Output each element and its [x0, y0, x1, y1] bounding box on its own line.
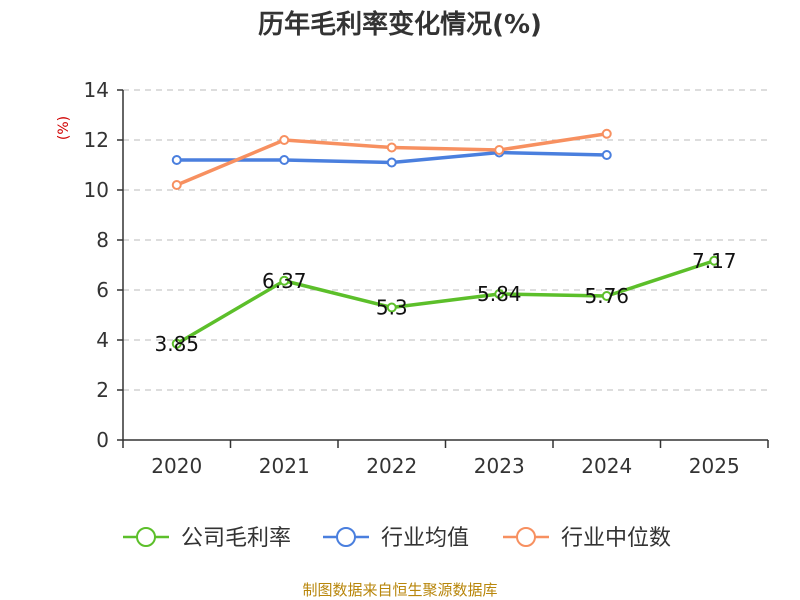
y-tick-label-14: 14 [84, 78, 109, 102]
point-1-2020 [171, 155, 182, 165]
y-tick-label-12: 12 [84, 128, 109, 152]
point-0-2022 [386, 302, 397, 313]
data-label-2021: 6.37 [262, 269, 307, 293]
grid [123, 89, 768, 391]
chart-title: 历年毛利率变化情况(%) [258, 9, 542, 40]
data-label-2020: 3.85 [154, 332, 199, 356]
legend-label-2: 行业中位数 [561, 526, 671, 551]
x-tick-label-2023: 2023 [474, 454, 525, 478]
legend-marker-icon-0 [136, 527, 156, 547]
series-line-0 [175, 259, 716, 346]
legend-item-0[interactable]: 公司毛利率 [123, 526, 291, 551]
legend-item-1[interactable]: 行业均值 [323, 526, 469, 551]
data-source-note: 制图数据来自恒生聚源数据库 [302, 581, 497, 599]
point-1-2024 [601, 150, 612, 160]
legend-label-1: 行业均值 [381, 526, 469, 551]
y-tick-label-2: 2 [96, 378, 109, 402]
point-2-2024 [601, 128, 612, 139]
point-0-2023 [494, 289, 505, 299]
axes: 0 2 4 6 8 10 12 14 2020 2021 2022 2023 2024 2025 [84, 78, 769, 478]
data-label-2024: 5.76 [584, 284, 629, 308]
point-0-2020 [171, 338, 182, 349]
x-tick-label-2025: 2025 [689, 454, 740, 478]
data-label-2025: 7.17 [692, 249, 737, 273]
legend-label-0: 公司毛利率 [181, 526, 291, 551]
x-tick-label-2021: 2021 [259, 454, 310, 478]
point-1-2022 [386, 157, 397, 168]
point-0-2024 [601, 291, 612, 301]
x-tick-label-2020: 2020 [151, 454, 202, 478]
legend-marker-icon-1 [336, 527, 356, 547]
data-label-2022: 5.3 [376, 296, 408, 320]
y-tick-label-0: 0 [96, 428, 109, 452]
x-tick-label-2024: 2024 [581, 454, 632, 478]
legend-item-2[interactable]: 行业中位数 [503, 526, 671, 551]
point-1-2021 [279, 155, 290, 165]
data-label-2023: 5.84 [477, 282, 522, 306]
legend-marker-icon-2 [516, 527, 536, 547]
point-2-2021 [279, 135, 290, 145]
point-2-2023 [494, 145, 505, 155]
y-tick-label-4: 4 [96, 328, 109, 352]
y-tick-label-10: 10 [84, 178, 109, 202]
point-0-2021 [279, 275, 290, 286]
series [171, 128, 720, 349]
y-tick-label-8: 8 [96, 228, 109, 252]
y-axis-label: (%) [56, 116, 72, 140]
x-tick-label-2022: 2022 [366, 454, 417, 478]
data-labels: 3.85 6.37 5.3 5.84 5.76 7.17 [154, 249, 736, 356]
y-tick-label-6: 6 [96, 278, 109, 302]
point-2-2020 [171, 180, 182, 190]
legend[interactable]: 公司毛利率 行业均值 行业中位数 [123, 526, 671, 551]
point-0-2025 [709, 255, 720, 266]
point-2-2022 [386, 142, 397, 153]
